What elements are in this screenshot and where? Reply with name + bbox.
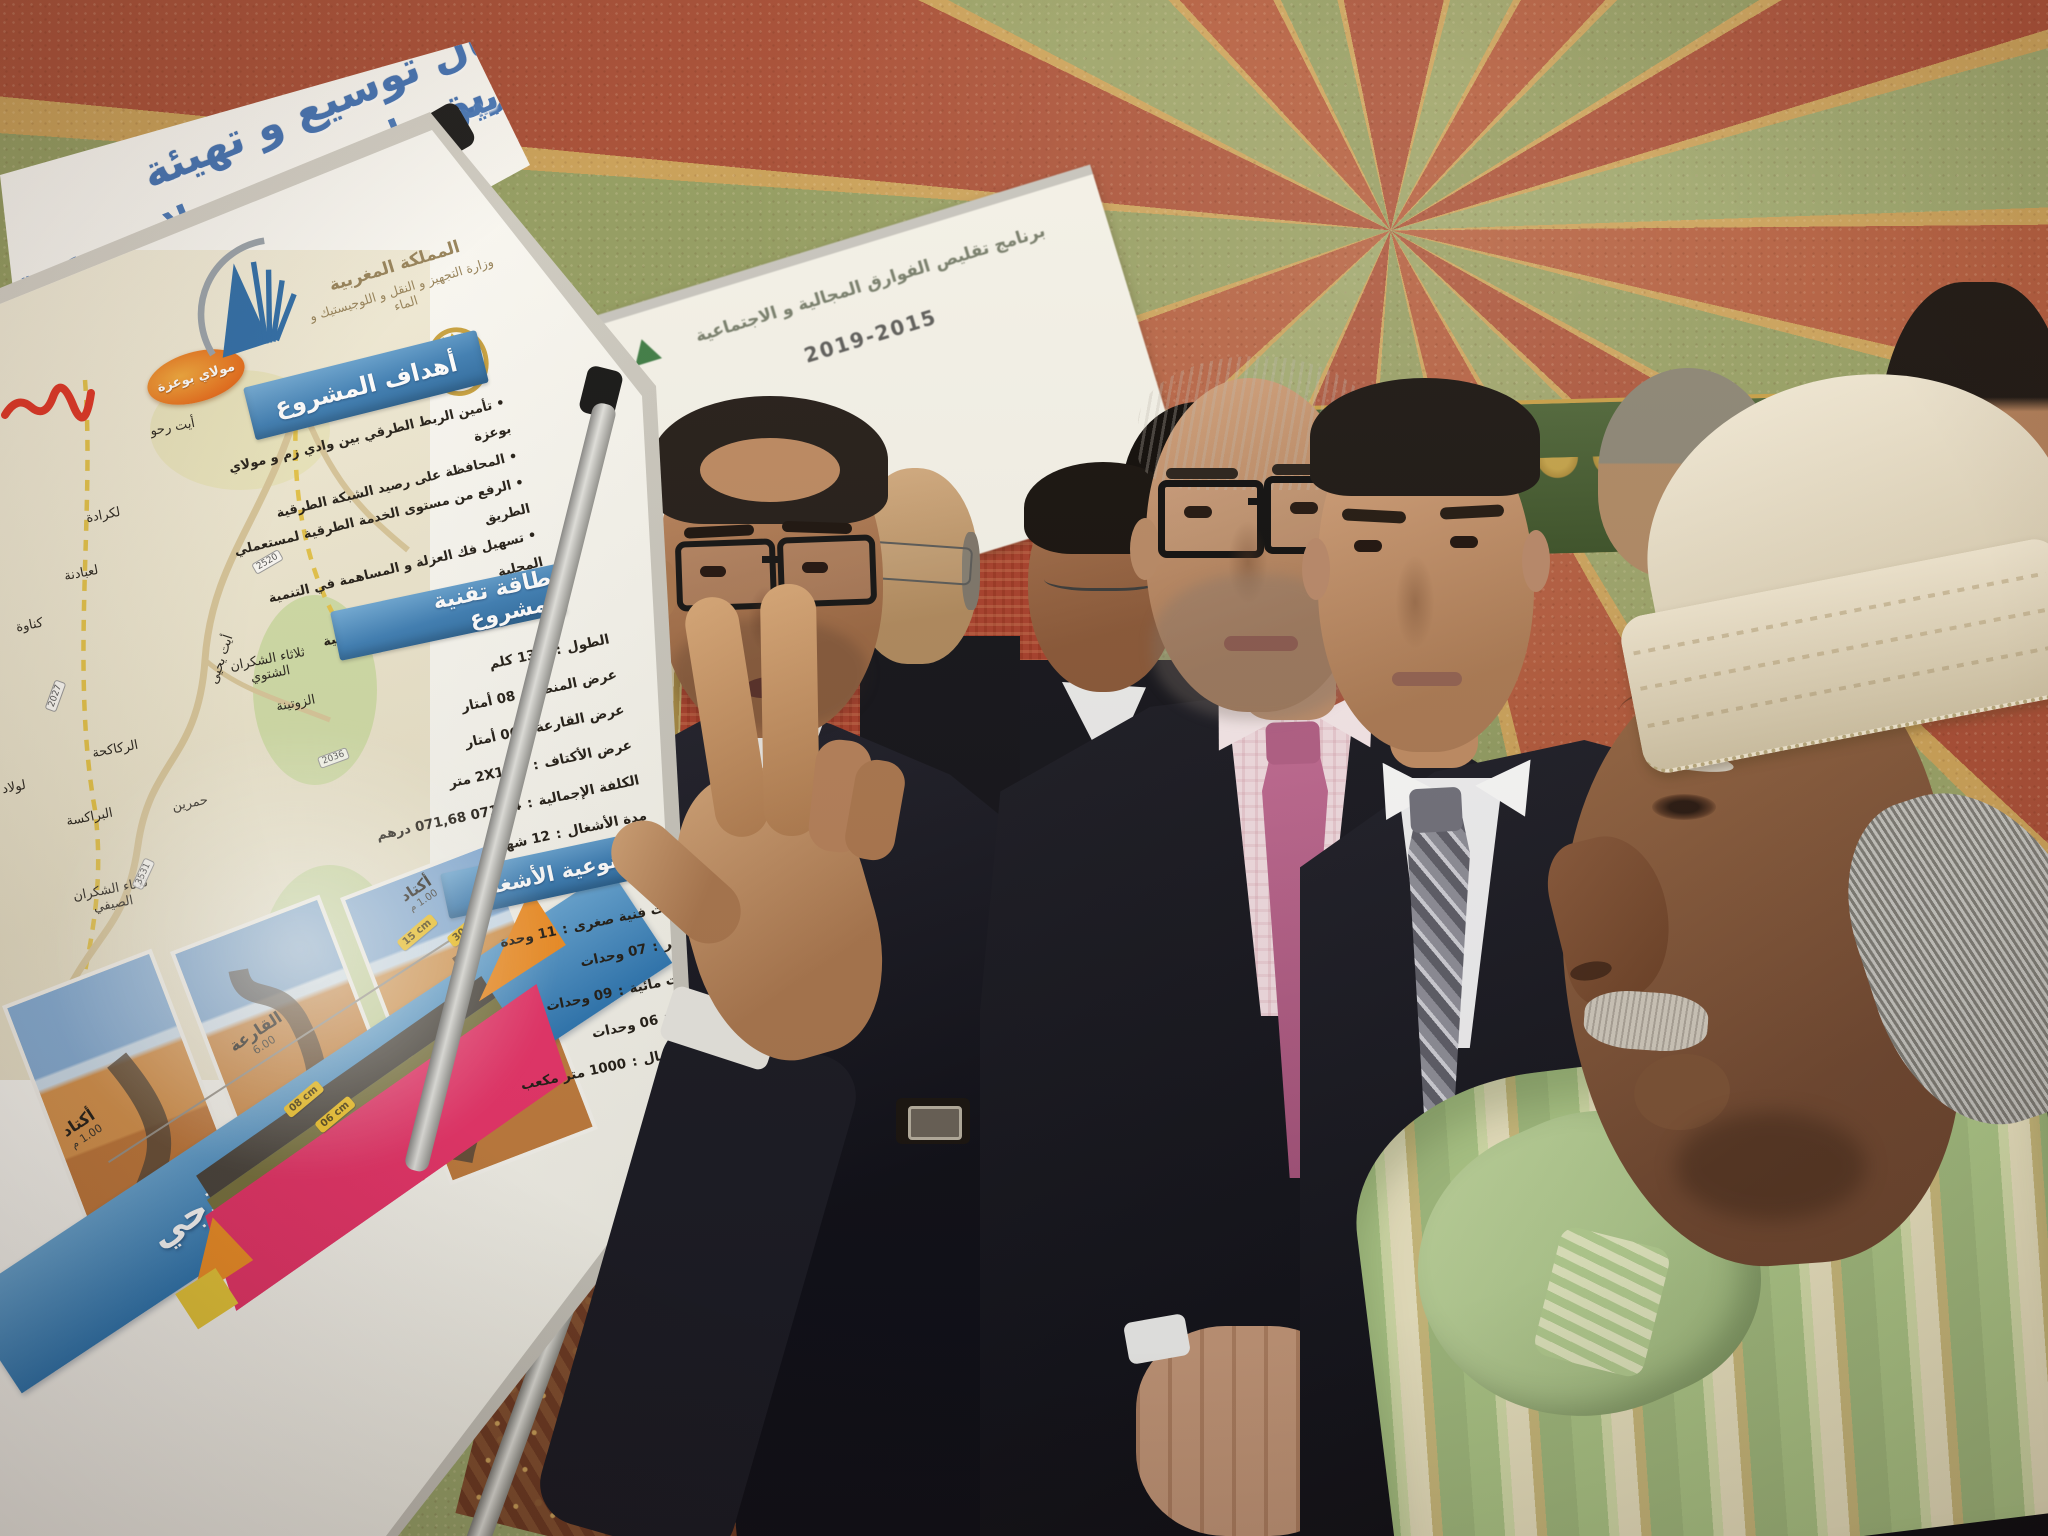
ear-g2: [1522, 530, 1550, 592]
buckle-metal: [908, 1106, 962, 1140]
eyebrow-f-right: [1272, 464, 1344, 475]
eye-g-left: [1354, 540, 1382, 552]
eye-f-right: [1290, 502, 1318, 514]
glasses-f-bridge: [1248, 498, 1266, 505]
eye-h: [1652, 794, 1716, 820]
glasses-f-icon: [1158, 480, 1264, 558]
mouth-g: [1392, 672, 1462, 686]
ministry-logo-icon: [197, 237, 297, 358]
forehead-a: [700, 438, 840, 502]
eye-a-left: [700, 566, 726, 577]
eye-a-right: [802, 562, 828, 573]
rimless-glasses-icon: [1044, 562, 1164, 591]
mouth-f: [1224, 636, 1298, 651]
cap-embroidery-row: [1647, 642, 2048, 729]
cap-embroidery-row: [1640, 605, 2048, 691]
nose-f: [1228, 520, 1268, 604]
jaw-shadow-h: [1676, 1112, 1866, 1220]
glasses-a-bridge: [762, 556, 782, 563]
belt-buckle-a: [896, 1098, 970, 1144]
nose-g: [1396, 556, 1434, 648]
hair-fringe-c2: [962, 532, 980, 610]
eyebrow-f-left: [1166, 468, 1238, 479]
ear-g: [1302, 538, 1330, 600]
eye-g-right: [1450, 536, 1478, 548]
eye-f-left: [1184, 506, 1212, 518]
ear-f: [1130, 518, 1160, 580]
hair-g: [1310, 378, 1540, 496]
